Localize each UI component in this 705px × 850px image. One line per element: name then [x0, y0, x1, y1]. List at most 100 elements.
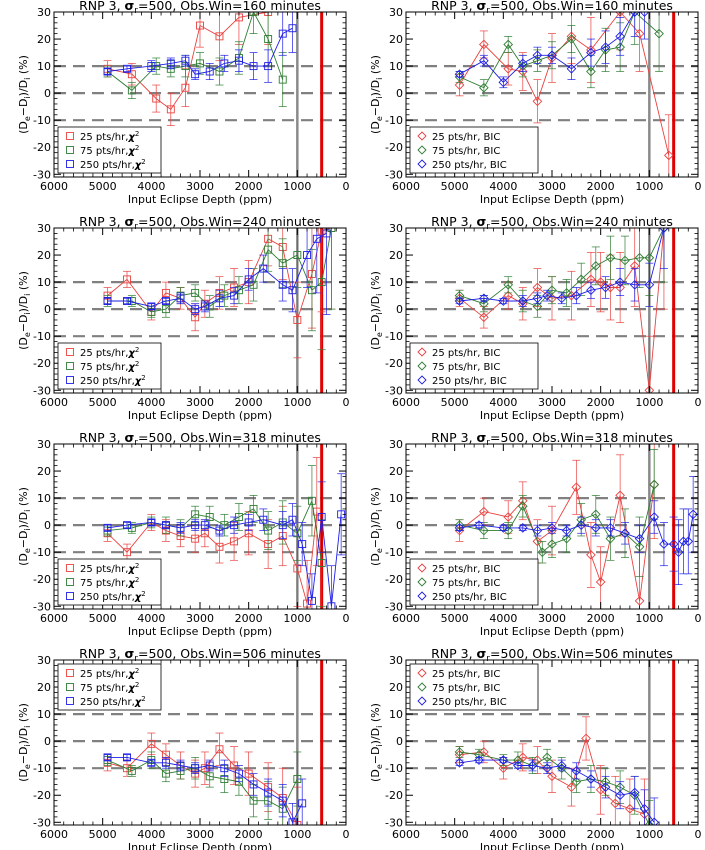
panel-win318-bic: RNP 3, σr=500, Obs.Win=318 minutes 6000 50…	[369, 430, 702, 638]
ylabel-part: (%)	[369, 703, 382, 726]
legend-text: 75 pts/hr,	[80, 146, 128, 157]
y-tick-label: -30	[33, 600, 51, 613]
legend-label: 75 pts/hr, BIC	[432, 146, 500, 157]
data-point-diamond	[474, 755, 484, 765]
y-tick-label: -30	[33, 384, 51, 397]
data-point-square	[327, 228, 336, 232]
ylabel-part: (%)	[17, 487, 30, 510]
title-unit: minutes	[266, 646, 321, 661]
data-point-diamond	[634, 252, 645, 263]
legend-chi-sup: 2	[141, 695, 145, 703]
title-sigma: σ	[125, 646, 135, 661]
x-tick-label: 1000	[635, 828, 663, 841]
ylabel-sub: i	[375, 726, 384, 728]
x-tick-label: 4000	[137, 396, 165, 409]
series-75-pts	[454, 449, 660, 577]
y-tick-label: 0	[396, 87, 403, 100]
title-sigma-sub: r	[134, 6, 138, 16]
data-point-diamond	[547, 523, 557, 533]
title-sigma: σ	[477, 430, 487, 445]
legend-marker-square	[66, 376, 74, 384]
data-point-square	[278, 521, 287, 530]
x-tick-label: 3000	[538, 396, 566, 409]
data-point-square	[249, 504, 258, 513]
legend-chi-symbol: χ	[127, 683, 135, 694]
ylabel-sub: i	[23, 510, 32, 512]
x-tick-label: 4000	[489, 396, 517, 409]
series-line	[107, 499, 323, 564]
data-point-square	[288, 24, 297, 33]
ylabel-part: (%)	[17, 703, 30, 726]
x-tick-label: 5000	[441, 396, 469, 409]
panel-title: RNP 3, σr=500, Obs.Win=160 minutes	[79, 0, 321, 16]
series-250-pts	[454, 12, 650, 89]
data-point-square	[152, 94, 161, 103]
x-tick-label: 1000	[283, 828, 311, 841]
x-tick-label: 1000	[635, 396, 663, 409]
data-point-diamond	[590, 509, 601, 520]
series-line	[107, 233, 327, 310]
panel-win318-chi2: RNP 3, σr=500, Obs.Win=318 minutes 6000 50…	[17, 430, 350, 638]
x-tick-label: 3000	[186, 180, 214, 193]
data-point-square	[317, 278, 326, 287]
y-tick-label: -10	[385, 330, 403, 343]
y-tick-label: -10	[33, 114, 51, 127]
x-tick-label: 6000	[40, 180, 68, 193]
data-point-square	[181, 56, 190, 65]
ylabel-part: −D	[17, 315, 30, 333]
x-tick-label: 2000	[587, 180, 615, 193]
data-point-square	[103, 297, 112, 305]
ylabel-sub: i	[23, 294, 32, 296]
data-point-diamond	[547, 539, 557, 549]
data-point-diamond	[532, 50, 543, 61]
x-tick-label: 2000	[235, 180, 263, 193]
y-tick-label: 10	[37, 60, 51, 73]
y-axis-label: (De−Di)/Di (%)	[369, 703, 384, 782]
ylabel-sub: i	[23, 312, 32, 314]
data-point-diamond	[474, 520, 484, 530]
legend-chi-sup: 2	[141, 590, 145, 598]
x-tick-label: 3000	[538, 612, 566, 625]
data-point-square	[161, 521, 170, 530]
data-point-square	[278, 259, 287, 268]
legend-label: 250 pts/hr, BIC	[432, 160, 507, 171]
data-point-diamond	[479, 298, 489, 309]
panel-title: RNP 3, σr=500, Obs.Win=318 minutes	[431, 430, 673, 448]
x-axis-label: Input Eclipse Depth (ppm)	[128, 625, 272, 638]
data-point-diamond	[600, 282, 611, 293]
legend-text: 25 pts/hr, BIC	[432, 348, 500, 359]
series-line	[107, 228, 332, 313]
legend-label: 75 pts/hr,χ2	[80, 144, 139, 157]
data-point-diamond	[542, 763, 552, 774]
legend-box	[57, 663, 162, 711]
x-tick-label: 4000	[489, 612, 517, 625]
x-axis-label: Input Eclipse Depth (ppm)	[480, 193, 624, 206]
y-tick-label: -30	[385, 600, 403, 613]
data-point-square	[161, 305, 170, 314]
ylabel-sub: i	[375, 78, 384, 80]
x-tick-label: 4000	[137, 612, 165, 625]
data-point-diamond	[634, 533, 645, 544]
data-point-square	[220, 59, 229, 68]
data-point-diamond	[479, 312, 489, 323]
legend-marker-diamond	[417, 159, 427, 169]
y-tick-label: 10	[389, 276, 403, 289]
title-prefix: RNP 3,	[431, 0, 476, 13]
data-point-diamond	[620, 528, 630, 539]
legend-marker-square	[66, 160, 74, 168]
x-tick-label: 3000	[186, 396, 214, 409]
data-point-square	[264, 35, 273, 43]
y-tick-label: 0	[396, 519, 403, 532]
x-tick-label: 5000	[89, 612, 117, 625]
ylabel-sub: e	[375, 116, 384, 121]
panel-title: RNP 3, σr=500, Obs.Win=160 minutes	[431, 0, 673, 16]
ylabel-sub: e	[23, 548, 32, 553]
x-tick-label: 0	[343, 612, 350, 625]
legend-text: 75 pts/hr, BIC	[432, 578, 500, 589]
x-tick-label: 1000	[283, 396, 311, 409]
legend-text: 25 pts/hr,	[80, 669, 128, 680]
data-point-diamond	[503, 39, 514, 50]
data-point-square	[205, 772, 214, 781]
legend-label: 25 pts/hr,χ2	[80, 667, 139, 680]
